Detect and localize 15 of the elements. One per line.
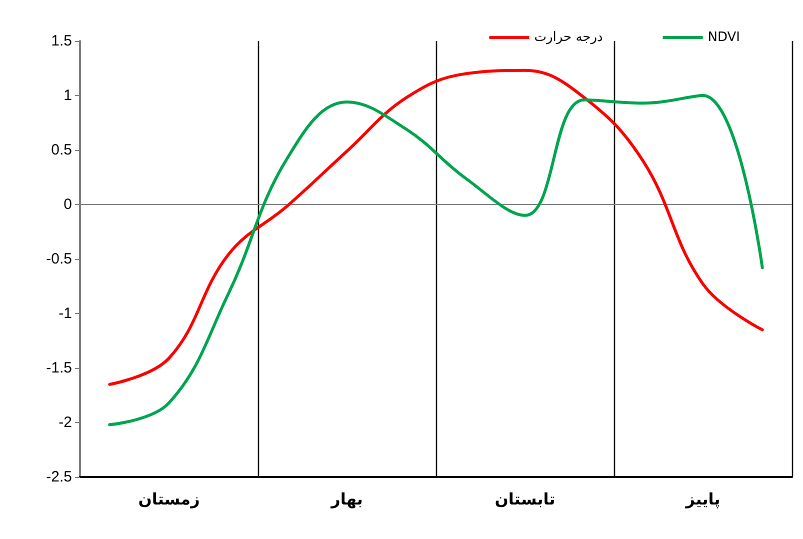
legend-label: درجه حرارت: [534, 30, 603, 45]
y-tick-label: 0: [64, 196, 72, 213]
x-tick-label: تابستان: [494, 490, 556, 508]
y-tick-label: -0.5: [46, 250, 72, 268]
y-tick-label: -2.5: [46, 468, 72, 486]
y-tick-label: -1.5: [46, 360, 72, 376]
legend-label: NDVI: [708, 30, 740, 45]
y-tick-label: -2: [58, 414, 72, 431]
y-tick-label: 0.5: [51, 142, 72, 158]
y-tick-label: -1: [58, 305, 72, 322]
x-tick-label: بهار: [330, 490, 363, 508]
x-tick-label: زمستان: [138, 490, 200, 508]
y-tick-label: 1.5: [51, 32, 72, 50]
x-tick-label: پاییز: [684, 490, 720, 508]
y-tick-label: 1: [64, 87, 72, 104]
